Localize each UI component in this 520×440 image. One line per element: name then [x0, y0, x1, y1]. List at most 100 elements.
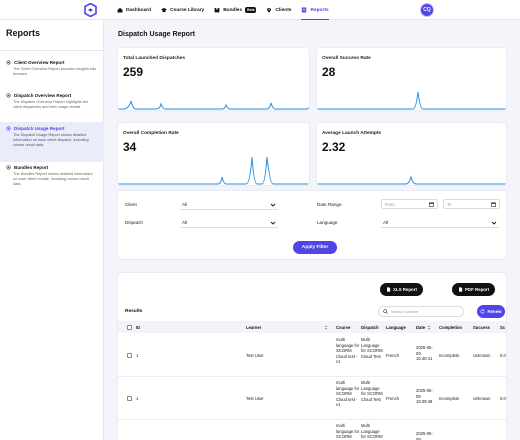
- user-avatar[interactable]: CQ: [420, 3, 434, 17]
- cell-dispatch: Multi Language for SCORM Cloud Test: [361, 380, 383, 402]
- column-label: Learner: [246, 324, 262, 330]
- nav-bundles[interactable]: Bundles Beta: [214, 0, 257, 20]
- document-icon: [387, 287, 391, 292]
- column-header-language[interactable]: Language: [386, 321, 406, 333]
- row-checkbox[interactable]: [127, 396, 132, 401]
- sort-icon[interactable]: [322, 321, 328, 333]
- sidebar-item-label: Client Overview Report: [14, 60, 65, 65]
- page-title: Dispatch Usage Report: [118, 31, 196, 38]
- cell-score: 0.0: [500, 353, 506, 358]
- xls-report-button[interactable]: XLS Report: [380, 283, 423, 296]
- nav-course-library[interactable]: Course Library: [161, 0, 204, 20]
- sidebar-item-client-overview[interactable]: Client Overview Report The Client Overvi…: [0, 56, 104, 81]
- top-navbar: Dashboard Course Library Bundles Beta Cl…: [0, 0, 520, 20]
- renew-button[interactable]: Renew: [477, 305, 505, 318]
- cell-learner: Test User: [246, 353, 264, 358]
- cell-language: French: [386, 353, 400, 358]
- date-to-input[interactable]: To: [443, 199, 500, 209]
- cell-id: 1: [136, 353, 139, 358]
- pdf-report-button[interactable]: PDF Report: [452, 283, 496, 296]
- graduation-cap-icon: [161, 8, 168, 13]
- brand-logo-icon[interactable]: [84, 3, 97, 17]
- document-icon: [459, 287, 463, 292]
- stat-card-value: 28: [322, 65, 336, 79]
- column-label: ID: [136, 324, 141, 330]
- box-icon: [214, 8, 220, 13]
- column-label: Course: [336, 324, 351, 330]
- reports-sidebar: Reports Client Overview Report The Clien…: [0, 20, 104, 440]
- nav-clients[interactable]: Clients: [266, 0, 291, 20]
- nav-reports-label: Reports: [310, 7, 329, 13]
- report-icon: [302, 7, 307, 13]
- sidebar-item-desc: The Client Overview Report provides insi…: [13, 66, 97, 76]
- nav-dashboard[interactable]: Dashboard: [117, 0, 151, 20]
- settings-icon: [6, 60, 11, 65]
- apply-filter-button[interactable]: Apply Filter: [293, 241, 337, 254]
- stat-card-value: 34: [123, 140, 137, 154]
- cell-course: multi language for SCORM Cloud test - v1: [336, 380, 360, 407]
- sparkline: [118, 100, 309, 110]
- client-select[interactable]: All: [180, 200, 278, 210]
- sidebar-divider: [0, 50, 104, 51]
- row-divider: [118, 419, 506, 420]
- column-header-success[interactable]: Success: [473, 321, 490, 333]
- filter-panel: Client All Dispatch All Date Range From …: [117, 190, 507, 260]
- cell-date: 2025-05-09 15:40:41: [416, 345, 433, 361]
- cell-dispatch: Multi Language for SCORM: [361, 423, 383, 439]
- sparkline: [317, 91, 506, 110]
- column-header-dispatch[interactable]: Dispatch: [361, 321, 379, 333]
- date-from-placeholder: From: [385, 201, 395, 207]
- cell-date: 2025-05-09: [416, 431, 433, 440]
- row-checkbox[interactable]: [127, 353, 132, 358]
- nav-reports[interactable]: Reports: [301, 0, 329, 20]
- column-header-date[interactable]: Date: [416, 321, 431, 333]
- column-header-id[interactable]: ID: [136, 321, 140, 333]
- dispatch-filter-label: Dispatch: [125, 220, 143, 225]
- search-learner-input[interactable]: Search Learner: [378, 306, 464, 317]
- column-header-learner[interactable]: Learner: [246, 321, 261, 333]
- sidebar-item-label: Dispatch Overview Report: [14, 93, 72, 98]
- cell-language: French: [386, 396, 400, 401]
- date-from-input[interactable]: From: [381, 199, 438, 209]
- select-all-checkbox[interactable]: [127, 324, 132, 330]
- column-header-score[interactable]: Sc: [500, 321, 505, 333]
- stat-card-title: Total Launched Dispatches: [123, 56, 186, 61]
- cell-date: 2025-05-09 15:39:48: [416, 388, 433, 404]
- cell-course: multi language for SCORM: [336, 423, 360, 439]
- nav-bundles-label: Bundles: [223, 7, 243, 13]
- settings-icon: [6, 126, 11, 131]
- cell-dispatch: Multi Language for SCORM Cloud Test: [361, 337, 383, 359]
- column-header-course[interactable]: Course: [336, 321, 350, 333]
- sidebar-item-desc: The Bundles Report shows detailed inform…: [13, 171, 93, 186]
- cell-success: Unknown: [473, 396, 491, 401]
- nav-course-library-label: Course Library: [170, 7, 205, 13]
- search-placeholder: Search Learner: [391, 309, 419, 314]
- chevron-down-icon: [270, 221, 276, 225]
- sidebar-item-dispatch-overview[interactable]: Dispatch Overview Report The Dispatch Ov…: [0, 89, 104, 114]
- column-label: Success: [473, 324, 490, 330]
- sidebar-item-bundles[interactable]: Bundles Report The Bundles Report shows …: [0, 161, 104, 191]
- dispatch-select[interactable]: All: [180, 218, 278, 228]
- stat-card-title: Overall Success Rate: [322, 56, 371, 61]
- stat-card-title: Overall Completion Rate: [123, 131, 179, 136]
- cell-score: 0.0: [500, 396, 506, 401]
- column-header-completion[interactable]: Completion: [439, 321, 462, 333]
- language-select-value: All: [383, 220, 389, 225]
- column-label: Date: [416, 324, 426, 330]
- cell-success: Unknown: [473, 353, 491, 358]
- column-label: Dispatch: [361, 324, 379, 330]
- refresh-icon: [480, 309, 485, 314]
- renew-label: Renew: [487, 309, 502, 314]
- results-title: Results: [125, 309, 143, 314]
- cell-completion: Incomplete: [439, 353, 460, 358]
- column-label: Sc: [500, 324, 506, 330]
- sparkline: [317, 175, 506, 185]
- nav-clients-label: Clients: [275, 7, 292, 13]
- home-icon: [117, 7, 123, 13]
- language-select[interactable]: All: [381, 218, 499, 228]
- column-label: Language: [386, 324, 406, 330]
- sidebar-item-dispatch-usage[interactable]: Dispatch Usage Report The Dispatch Usage…: [0, 122, 104, 162]
- calendar-icon: [491, 202, 496, 207]
- stat-card-success-rate: Overall Success Rate 28: [316, 47, 507, 111]
- row-divider: [118, 376, 506, 377]
